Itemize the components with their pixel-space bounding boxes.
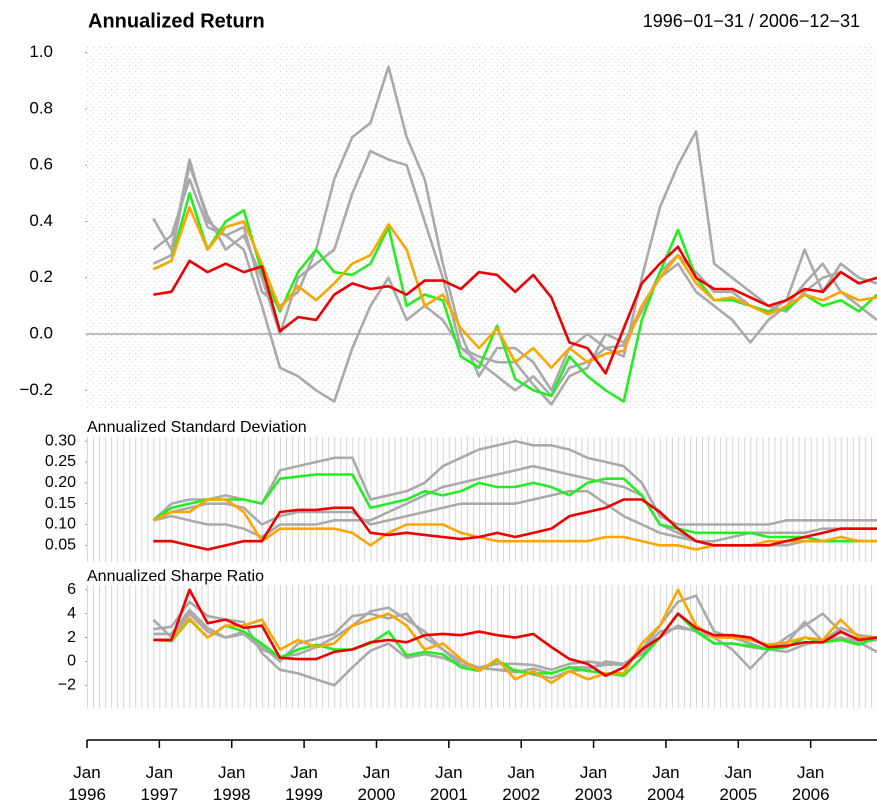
panel-title: Annualized Standard Deviation	[87, 419, 307, 436]
y-tick-label: 0.30	[45, 432, 76, 449]
x-tick-label: Jan 2005	[719, 763, 758, 804]
x-tick-label: Jan 1998	[212, 763, 251, 804]
series-line	[152, 439, 877, 526]
x-tick-label: Jan 1999	[285, 763, 323, 804]
y-tick-label: 0.8	[29, 98, 53, 117]
series-line	[152, 177, 877, 403]
y-tick-label: 0.05	[45, 537, 76, 554]
series-line	[153, 245, 877, 375]
y-tick-label: 0.20	[45, 474, 76, 491]
series-line	[152, 206, 877, 370]
y-tick-label: 0.2	[29, 267, 53, 286]
y-tick-label: 0.10	[45, 516, 76, 533]
y-tick-label: 0.25	[45, 453, 76, 470]
y-tick-label: 2	[67, 629, 76, 646]
x-tick-label: Jan 1997	[140, 763, 179, 804]
y-tick-label: 1.0	[29, 42, 53, 61]
y-tick-label: −0.2	[19, 380, 53, 399]
series-line	[153, 588, 877, 678]
y-tick-label: 0.4	[29, 211, 53, 230]
series-line	[152, 498, 877, 551]
x-tick-label: Jan 2001	[429, 763, 468, 804]
y-tick-label: 0.15	[45, 495, 76, 512]
series-line	[152, 473, 877, 543]
x-tick-label: Jan 2006	[791, 763, 830, 804]
y-tick-label: 0.0	[29, 324, 53, 343]
series-line	[153, 612, 877, 678]
date-range: 1996−01−31 / 2006−12−31	[643, 11, 860, 31]
x-tick-label: Jan 1996	[68, 763, 106, 804]
x-tick-label: Jan 2003	[574, 763, 613, 804]
y-tick-label: −2	[58, 677, 76, 694]
y-tick-label: 0.6	[29, 155, 53, 174]
x-tick-label: Jan 2004	[647, 763, 685, 804]
chart-title: Annualized Return	[88, 10, 265, 32]
y-tick-label: 0	[67, 653, 76, 670]
series-line	[152, 489, 877, 543]
x-tick-label: Jan 2000	[357, 763, 396, 804]
panel-title: Annualized Sharpe Ratio	[87, 568, 264, 585]
grid-background	[87, 47, 877, 410]
series-line	[153, 498, 877, 551]
y-tick-label: 4	[67, 605, 76, 622]
x-tick-label: Jan 2002	[502, 763, 541, 804]
y-tick-label: 6	[67, 581, 76, 598]
